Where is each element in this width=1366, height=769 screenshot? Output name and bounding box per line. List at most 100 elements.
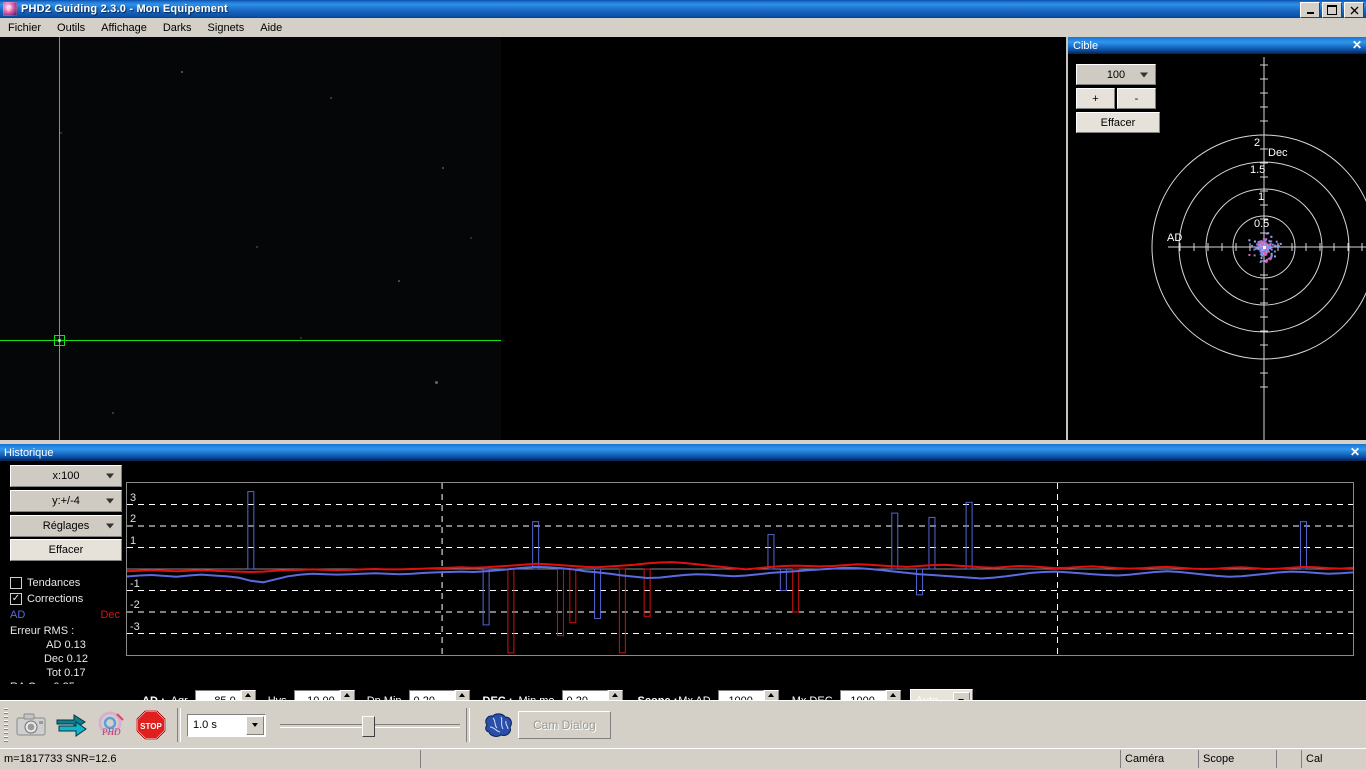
status-pane-blank (420, 750, 1120, 768)
legend-dec-label: Dec (100, 609, 120, 621)
status-pane-camera: Caméra (1120, 750, 1198, 768)
svg-text:PHD: PHD (101, 727, 121, 737)
exposure-time-value: 1.0 s (193, 719, 217, 731)
corrections-checkbox[interactable]: ✓ (10, 593, 22, 605)
target-zoom-value: 100 (1106, 68, 1126, 81)
graph-y-tick-label: 1 (130, 534, 137, 547)
phd2-logo-icon (3, 2, 17, 16)
settings-combo[interactable]: Réglages (10, 515, 122, 537)
minimize-icon (1306, 11, 1314, 14)
star-speck (112, 412, 114, 414)
stepper-up-icon[interactable] (885, 690, 901, 701)
target-ring-label-2: 2 (1254, 137, 1261, 149)
y-scale-combo[interactable]: y:+/-4 (10, 490, 122, 512)
history-panel-titlebar: Historique ✕ (0, 444, 1366, 461)
graph-y-tick-label: -1 (130, 577, 140, 590)
toolbar-separator (177, 708, 181, 742)
status-message: m=1817733 SNR=12.6 (4, 753, 117, 765)
window-title: PHD2 Guiding 2.3.0 - Mon Equipement (21, 3, 228, 15)
history-panel-title: Historique (4, 446, 54, 459)
star-speck (470, 237, 472, 239)
corrections-label: Corrections (27, 593, 84, 605)
statusbar: m=1817733 SNR=12.6 Caméra Scope Cal (0, 748, 1366, 769)
window-titlebar: PHD2 Guiding 2.3.0 - Mon Equipement (0, 0, 1366, 18)
start-guiding-button[interactable]: PHD (91, 705, 131, 745)
target-zoom-out-button[interactable]: - (1117, 88, 1156, 109)
menu-fichier[interactable]: Fichier (8, 21, 42, 34)
menu-aide[interactable]: Aide (260, 21, 283, 34)
loop-arrows-icon (56, 714, 87, 737)
advanced-settings-button[interactable] (478, 705, 518, 745)
chevron-down-icon (106, 523, 114, 529)
stepper-up-icon[interactable] (240, 690, 256, 701)
graph-legend: AD Dec (10, 609, 120, 621)
graph-y-tick-label: 2 (130, 513, 137, 525)
target-axis-label-dec: Dec (1268, 147, 1288, 159)
history-clear-button[interactable]: Effacer (10, 539, 122, 561)
window-controls (1300, 2, 1364, 18)
menu-darks[interactable]: Darks (162, 21, 192, 34)
rms-dec: Dec 0.12 (43, 653, 89, 665)
trends-checkbox-row[interactable]: Tendances (10, 577, 80, 589)
star-selection-box[interactable] (54, 335, 65, 346)
minimize-button[interactable] (1300, 2, 1320, 18)
capture-single-frame-button[interactable] (11, 705, 51, 745)
x-scale-value: x:100 (52, 470, 80, 482)
cam-dialog-button[interactable]: Cam Dialog (518, 711, 611, 739)
bottom-toolbar: PHD STOP 1.0 s (0, 700, 1366, 749)
graph-y-tick-label: -2 (130, 599, 140, 611)
menu-signets[interactable]: Signets (207, 21, 245, 34)
target-panel-close-icon[interactable]: ✕ (1351, 38, 1362, 52)
y-scale-value: y:+/-4 (52, 495, 80, 507)
crosshair-vertical (59, 37, 60, 440)
menubar: Fichier Outils Affichage Darks Signets A… (0, 18, 1366, 37)
rms-total: Tot 0.17 (46, 667, 86, 679)
restore-button[interactable] (1322, 2, 1342, 18)
rms-title: Erreur RMS : (10, 625, 75, 637)
exposure-time-combo[interactable]: 1.0 s (187, 713, 266, 737)
star-speck (330, 97, 332, 99)
menu-affichage[interactable]: Affichage (101, 21, 147, 34)
target-zoom-in-button[interactable]: + (1076, 88, 1115, 109)
toolbar-grip[interactable] (4, 708, 8, 742)
rms-ra: AD 0.13 (46, 639, 86, 651)
stepper-up-icon[interactable] (339, 690, 355, 701)
loop-exposures-button[interactable] (51, 705, 91, 745)
star-speck (435, 381, 438, 384)
history-panel-body: x:100 y:+/-4 Réglages Effacer Tendances (0, 461, 1366, 717)
crosshair-horizontal (0, 340, 501, 341)
stepper-up-icon[interactable] (607, 690, 623, 701)
restore-icon (1327, 5, 1337, 15)
guide-image-panel[interactable] (0, 37, 1066, 440)
stop-sign-icon: STOP (136, 710, 166, 740)
target-zoom-combo[interactable]: 100 (1076, 64, 1156, 85)
x-scale-combo[interactable]: x:100 (10, 465, 122, 487)
trends-checkbox[interactable] (10, 577, 22, 589)
graph-y-tick-label: -3 (130, 620, 140, 633)
status-pane-spacer (1276, 750, 1301, 768)
star-speck (60, 132, 62, 134)
slider-thumb[interactable] (362, 716, 375, 737)
chevron-down-icon (106, 498, 114, 504)
target-panel-title: Cible (1073, 39, 1099, 52)
close-button[interactable] (1344, 2, 1364, 18)
star-speck (300, 337, 302, 339)
history-panel-close-icon[interactable]: ✕ (1349, 445, 1360, 459)
stepper-up-icon[interactable] (763, 690, 779, 701)
camera-icon (16, 713, 46, 736)
menu-outils[interactable]: Outils (57, 21, 86, 34)
star-speck (398, 280, 400, 282)
target-ring-label-05: 0.5 (1254, 218, 1270, 230)
corrections-checkbox-row[interactable]: ✓ Corrections (10, 593, 83, 605)
target-axis-label-ra: AD (1167, 232, 1183, 244)
gamma-slider[interactable] (280, 713, 460, 737)
chevron-down-icon[interactable] (246, 715, 264, 735)
starfield-image (0, 37, 501, 440)
target-clear-button[interactable]: Effacer (1076, 112, 1160, 133)
graph-y-tick-label: 3 (130, 491, 137, 504)
guiding-history-graph[interactable] (126, 482, 1366, 656)
stop-button[interactable]: STOP (131, 705, 171, 745)
stepper-up-icon[interactable] (454, 690, 470, 701)
target-ring-label-1: 1 (1258, 191, 1265, 203)
phd-guide-icon: PHD (98, 711, 124, 737)
